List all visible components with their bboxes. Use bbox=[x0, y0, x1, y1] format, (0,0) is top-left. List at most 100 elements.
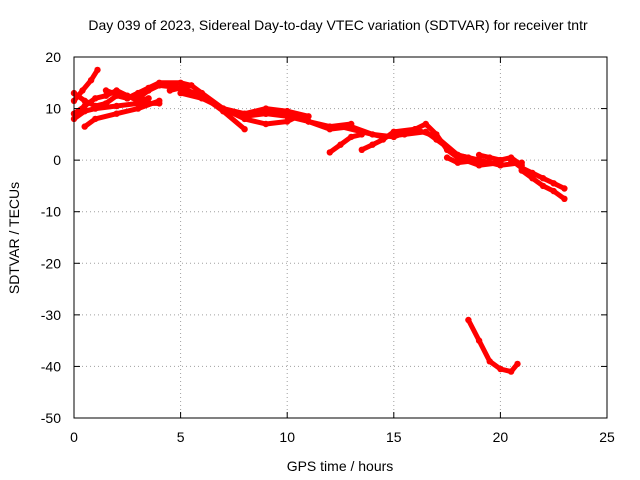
data-point bbox=[81, 102, 88, 110]
x-tick-label: 15 bbox=[386, 429, 402, 445]
data-point bbox=[92, 105, 99, 112]
data-point bbox=[113, 102, 120, 110]
data-point bbox=[497, 162, 504, 169]
series-arc-20 bbox=[465, 316, 521, 375]
data-point bbox=[348, 133, 355, 141]
data-point bbox=[134, 105, 142, 112]
data-point bbox=[507, 368, 515, 375]
x-tick-label: 5 bbox=[177, 429, 185, 445]
data-point bbox=[94, 66, 101, 74]
data-point bbox=[486, 154, 493, 161]
data-point bbox=[305, 118, 312, 125]
data-point bbox=[337, 141, 344, 148]
data-point bbox=[220, 105, 227, 112]
data-point bbox=[198, 95, 206, 102]
data-point bbox=[177, 79, 184, 87]
data-point bbox=[262, 110, 270, 117]
data-point bbox=[92, 95, 99, 102]
data-point bbox=[81, 123, 88, 130]
x-tick-label: 20 bbox=[493, 429, 509, 445]
y-tick-label: -30 bbox=[41, 307, 61, 323]
data-point bbox=[486, 358, 493, 365]
data-point bbox=[166, 87, 174, 94]
data-point bbox=[241, 110, 248, 117]
data-point bbox=[443, 154, 451, 161]
data-point bbox=[87, 77, 95, 84]
y-tick-label: 0 bbox=[53, 152, 61, 168]
x-tick-label: 25 bbox=[599, 429, 615, 445]
series-arc-5 bbox=[81, 97, 163, 130]
data-point bbox=[113, 110, 120, 117]
data-point bbox=[390, 128, 397, 135]
data-point bbox=[241, 126, 248, 133]
data-point bbox=[134, 100, 142, 107]
data-point bbox=[475, 156, 483, 164]
axis-ticks: 0 5 10 15 20 25 -50 -40 -30 -20 -10 0 10 20 bbox=[41, 49, 615, 445]
data-point bbox=[529, 175, 536, 182]
series-arc-19 bbox=[518, 167, 568, 202]
data-point bbox=[475, 337, 483, 344]
data-point bbox=[454, 159, 461, 166]
data-point bbox=[539, 182, 547, 190]
y-tick-label: -40 bbox=[41, 358, 61, 374]
x-axis-label: GPS time / hours bbox=[287, 458, 394, 474]
chart-title: Day 039 of 2023, Sidereal Day-to-day VTE… bbox=[88, 17, 588, 33]
data-point bbox=[241, 115, 248, 123]
data-point bbox=[497, 365, 504, 373]
y-axis-label: SDTVAR / TECUs bbox=[6, 182, 22, 294]
data-point bbox=[92, 115, 99, 123]
data-point bbox=[379, 136, 387, 143]
data-point bbox=[102, 92, 110, 99]
data-point bbox=[518, 167, 525, 174]
data-point bbox=[539, 175, 547, 182]
data-point bbox=[134, 95, 142, 102]
data-point bbox=[326, 149, 333, 156]
data-point bbox=[497, 156, 504, 164]
y-tick-label: -10 bbox=[41, 204, 61, 220]
data-point bbox=[284, 118, 291, 125]
data-point bbox=[156, 97, 163, 105]
data-point bbox=[102, 87, 110, 94]
data-point bbox=[177, 89, 184, 97]
y-tick-label: 20 bbox=[45, 49, 61, 65]
data-point bbox=[198, 89, 206, 97]
data-point bbox=[156, 82, 163, 89]
data-point bbox=[358, 128, 365, 135]
data-point bbox=[561, 195, 568, 202]
data-point bbox=[81, 108, 88, 115]
data-point bbox=[433, 131, 440, 138]
data-point bbox=[475, 151, 483, 159]
data-point bbox=[305, 113, 312, 120]
data-point bbox=[188, 82, 195, 89]
data-point bbox=[262, 120, 270, 128]
data-point bbox=[475, 162, 483, 169]
series-line bbox=[327, 131, 365, 155]
data-point bbox=[145, 87, 152, 94]
data-point bbox=[411, 126, 419, 133]
data-series bbox=[70, 66, 568, 375]
data-point bbox=[550, 187, 557, 195]
data-point bbox=[124, 95, 131, 102]
y-tick-label: 10 bbox=[45, 101, 61, 117]
series-arc-15 bbox=[390, 120, 504, 169]
data-point bbox=[514, 360, 521, 368]
data-point bbox=[262, 105, 270, 112]
data-point bbox=[507, 156, 515, 164]
data-point bbox=[443, 146, 451, 153]
data-point bbox=[145, 95, 152, 102]
data-point bbox=[337, 123, 344, 130]
data-point bbox=[358, 146, 365, 153]
y-tick-label: -20 bbox=[41, 255, 61, 271]
data-point bbox=[550, 180, 557, 187]
plot-frame bbox=[73, 56, 608, 419]
data-point bbox=[284, 108, 291, 115]
data-point bbox=[369, 141, 376, 148]
data-point bbox=[79, 87, 86, 94]
data-point bbox=[326, 126, 333, 133]
x-tick-label: 0 bbox=[70, 429, 78, 445]
data-point bbox=[390, 133, 397, 141]
data-point bbox=[422, 120, 429, 128]
data-point bbox=[561, 185, 568, 192]
